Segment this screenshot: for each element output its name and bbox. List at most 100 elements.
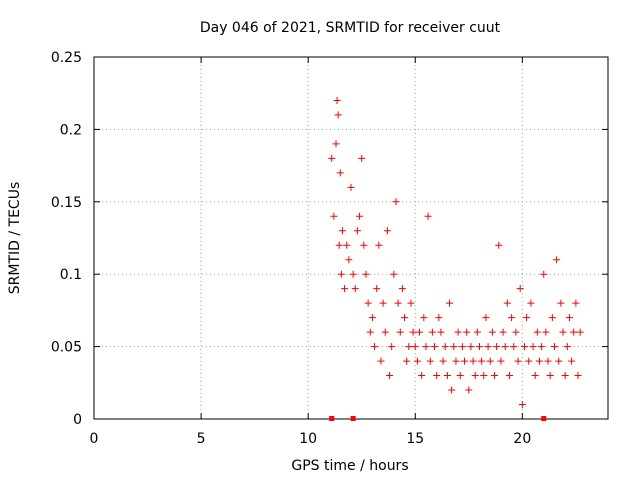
data-point	[553, 256, 561, 264]
data-point	[565, 314, 573, 322]
data-point	[548, 314, 556, 322]
baseline-markers	[329, 416, 547, 421]
data-point	[510, 343, 518, 351]
data-point	[531, 372, 539, 380]
data-point	[420, 314, 428, 322]
data-point	[360, 241, 368, 249]
data-point	[499, 328, 507, 336]
data-point	[501, 343, 509, 351]
data-point	[523, 314, 531, 322]
data-point	[377, 357, 385, 365]
data-point	[544, 357, 552, 365]
data-point	[328, 154, 336, 162]
data-point	[405, 343, 413, 351]
data-point	[428, 328, 436, 336]
y-axis-label: SRMTID / TECUs	[7, 182, 23, 295]
data-point	[409, 328, 417, 336]
data-point	[495, 241, 503, 249]
data-point	[366, 328, 374, 336]
data-point	[480, 372, 488, 380]
data-point	[371, 343, 379, 351]
data-point	[568, 357, 576, 365]
data-point	[413, 357, 421, 365]
data-point	[448, 386, 456, 394]
data-point	[341, 285, 349, 293]
data-point	[505, 372, 513, 380]
data-point	[538, 343, 546, 351]
data-point	[497, 357, 505, 365]
data-point	[343, 241, 351, 249]
data-point	[330, 212, 338, 220]
data-point	[458, 343, 466, 351]
data-point	[368, 314, 376, 322]
axis-ticks	[93, 56, 608, 420]
data-point	[563, 343, 571, 351]
y-tick-label: 0	[73, 412, 82, 428]
data-point	[450, 343, 458, 351]
data-point	[570, 328, 578, 336]
data-point	[392, 198, 400, 206]
data-point	[557, 299, 565, 307]
data-point	[527, 299, 535, 307]
data-point	[476, 343, 483, 351]
data-point	[353, 227, 361, 235]
data-point	[375, 241, 383, 249]
data-point	[493, 343, 501, 351]
data-point	[407, 299, 415, 307]
data-point	[559, 328, 567, 336]
data-point	[514, 357, 522, 365]
data-point	[394, 299, 402, 307]
data-point	[454, 328, 462, 336]
x-tick-label: 15	[406, 431, 424, 447]
data-point	[356, 212, 364, 220]
data-point	[572, 299, 580, 307]
data-point	[488, 328, 496, 336]
data-point	[561, 372, 569, 380]
y-tick-label: 0.15	[51, 195, 82, 211]
data-point	[542, 328, 550, 336]
plot-frame	[93, 56, 609, 420]
x-tick-label: 10	[299, 431, 317, 447]
data-point	[347, 183, 355, 191]
data-point	[388, 343, 396, 351]
data-point	[555, 357, 563, 365]
data-point	[463, 328, 471, 336]
data-point	[473, 328, 481, 336]
data-point	[508, 314, 516, 322]
data-point	[351, 285, 359, 293]
data-point	[443, 372, 451, 380]
data-point	[518, 401, 526, 409]
data-point	[478, 357, 486, 365]
x-tick-label: 0	[90, 431, 99, 447]
data-point	[390, 270, 398, 278]
data-point	[529, 343, 537, 351]
data-point	[516, 285, 524, 293]
data-point	[576, 328, 584, 336]
data-point	[446, 299, 454, 307]
data-point	[482, 314, 490, 322]
data-point	[540, 270, 548, 278]
data-point	[364, 299, 372, 307]
data-point	[471, 372, 479, 380]
y-tick-label: 0.1	[60, 267, 82, 283]
data-point	[461, 357, 469, 365]
data-point	[379, 299, 387, 307]
data-point	[334, 111, 342, 119]
data-point	[338, 227, 346, 235]
data-point	[533, 328, 541, 336]
data-point	[362, 270, 370, 278]
x-tick-labels: 0 5 10 15 20	[90, 431, 532, 447]
data-point	[335, 241, 343, 249]
data-point	[484, 343, 492, 351]
baseline-marker	[329, 416, 335, 421]
baseline-marker	[541, 416, 547, 421]
data-point	[333, 96, 341, 104]
y-tick-label: 0.25	[51, 50, 82, 66]
data-point	[381, 328, 389, 336]
data-point	[435, 314, 443, 322]
data-point	[426, 357, 434, 365]
data-point	[401, 314, 409, 322]
x-tick-label: 5	[197, 431, 206, 447]
x-axis-label: GPS time / hours	[291, 458, 408, 474]
